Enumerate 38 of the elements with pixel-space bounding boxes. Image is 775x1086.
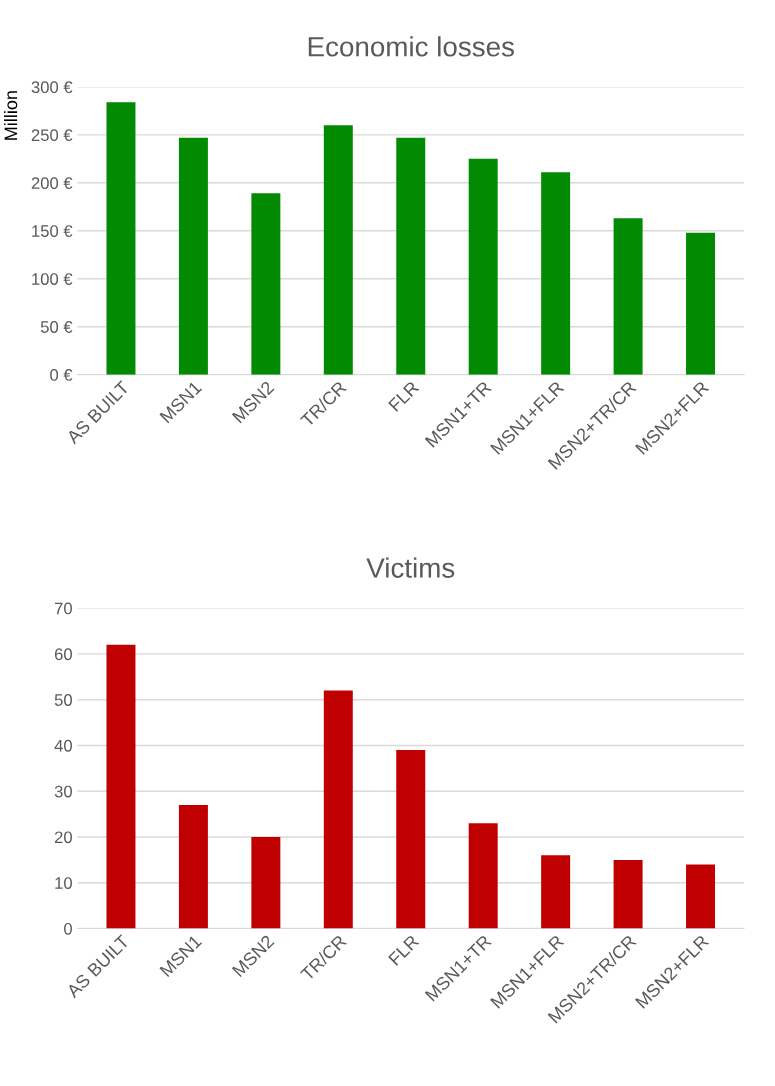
bar <box>613 859 643 929</box>
x-tick-label: FLR <box>388 934 420 966</box>
bar <box>178 137 208 375</box>
bar <box>323 690 353 929</box>
y-tick-label: 20 <box>54 831 72 844</box>
y-tick-label: 50 € <box>40 321 73 333</box>
bar <box>323 125 353 375</box>
bar <box>541 172 571 375</box>
y-tick-label: 50 <box>54 694 72 706</box>
y-tick-label: 300 € <box>31 81 73 94</box>
y-tick-label: 40 <box>54 739 72 752</box>
bar <box>178 804 208 929</box>
chart-title: Victims <box>366 557 455 578</box>
bar <box>106 102 136 375</box>
chart-title: Economic losses <box>308 36 514 57</box>
bar <box>613 218 643 375</box>
y-tick-label: 0 € <box>50 369 73 381</box>
y-tick-label: 150 € <box>32 225 73 237</box>
bar <box>396 137 426 375</box>
bar <box>251 193 281 375</box>
y-tick-label: 250 € <box>31 129 73 142</box>
bar <box>468 823 498 929</box>
bar <box>686 232 716 375</box>
x-tick-label: FLR <box>388 380 420 412</box>
y-axis-title: Million <box>4 91 18 140</box>
bar <box>251 837 281 929</box>
y-tick-label: 70 <box>54 602 72 615</box>
y-tick-label: 0 <box>64 922 72 935</box>
y-tick-label: 10 <box>55 877 72 889</box>
y-tick-label: 30 <box>54 785 72 798</box>
bar <box>106 644 136 929</box>
bar <box>468 158 498 375</box>
bar <box>396 750 426 929</box>
y-tick-label: 60 <box>54 648 72 661</box>
y-tick-label: 100 € <box>32 273 73 285</box>
bar <box>686 864 716 929</box>
y-tick-label: 200 € <box>31 177 73 190</box>
bar <box>541 855 571 929</box>
